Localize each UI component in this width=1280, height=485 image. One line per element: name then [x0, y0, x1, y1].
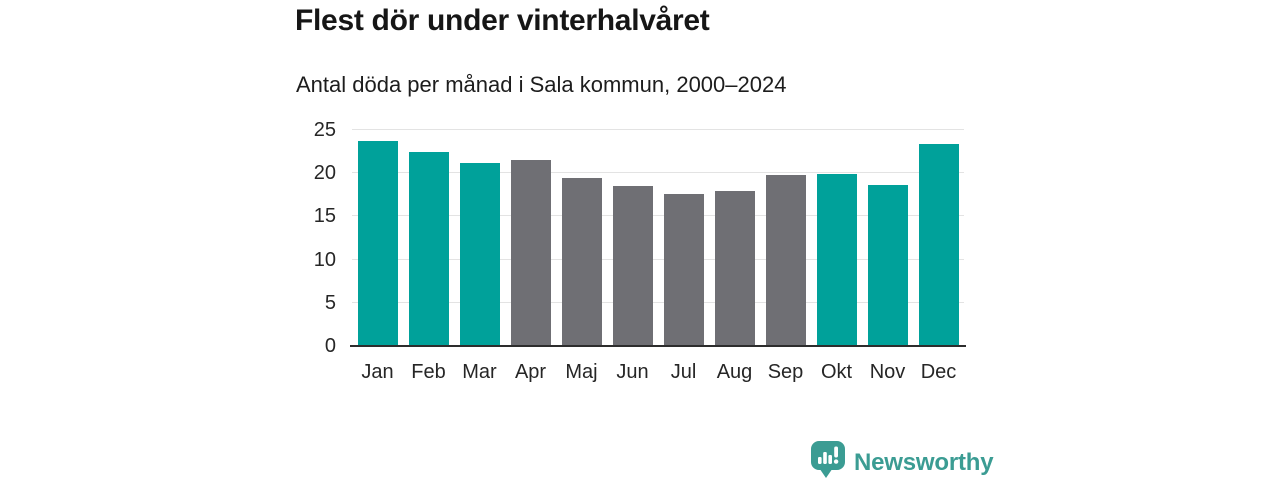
newsworthy-bubble-chart-icon — [810, 440, 847, 485]
x-tick-label-jun: Jun — [616, 361, 649, 383]
y-tick-label-15: 15 — [313, 205, 336, 228]
x-axis: Jan Feb Mar Apr Maj Jun Jul Aug Sep Okt Nov Dec — [352, 358, 964, 386]
bar-jan — [357, 141, 398, 346]
bar-sep — [765, 174, 806, 346]
bar-band-jul — [658, 130, 709, 346]
gridline-5 — [352, 301, 964, 303]
x-tick-label-aug: Aug — [716, 361, 753, 383]
chart-title: Flest dör under vinterhalvåret — [295, 4, 710, 37]
bar-band-nov — [862, 130, 913, 346]
x-tick-label-jan: Jan — [361, 361, 394, 383]
x-tick-label-sep: Sep — [767, 361, 804, 383]
bar-band-mar — [454, 130, 505, 346]
x-tick-label-dec: Dec — [920, 361, 957, 383]
bar-aug — [714, 191, 755, 346]
x-axis-line — [350, 345, 966, 347]
y-tick-label-10: 10 — [313, 248, 336, 271]
plot-area — [352, 129, 964, 346]
y-tick-label-25: 25 — [313, 119, 336, 141]
x-tick-label-feb: Feb — [411, 361, 446, 383]
brand-name: Newsworthy — [854, 448, 994, 476]
x-tick-label-mar: Mar — [462, 361, 497, 383]
y-tick-label-5: 5 — [324, 291, 336, 314]
bar-band-dec — [913, 130, 964, 346]
gridline-10 — [352, 258, 964, 260]
x-tick-label-nov: Nov — [869, 361, 906, 383]
bar-jun — [612, 186, 653, 346]
bars-container — [352, 130, 964, 346]
x-tick-label-maj: Maj — [565, 361, 598, 383]
bar-dec — [918, 143, 959, 346]
bar-nov — [867, 185, 908, 346]
bar-band-maj — [556, 130, 607, 346]
gridline-20 — [352, 172, 964, 174]
x-tick-label-jul: Jul — [670, 361, 697, 383]
bar-mar — [459, 162, 500, 346]
bar-maj — [561, 178, 602, 346]
bar-feb — [408, 152, 449, 346]
y-tick-label-20: 20 — [313, 162, 336, 185]
gridline-25 — [352, 129, 964, 130]
bar-band-jun — [607, 130, 658, 346]
bar-band-jan — [352, 130, 403, 346]
bar-band-apr — [505, 130, 556, 346]
brand-logo: Newsworthy — [810, 440, 994, 485]
y-axis: 0 5 10 15 20 25 — [280, 120, 344, 356]
x-tick-label-okt: Okt — [820, 361, 853, 383]
chart-subtitle: Antal döda per månad i Sala kommun, 2000… — [296, 72, 787, 97]
gridline-15 — [352, 215, 964, 217]
bar-band-sep — [760, 130, 811, 346]
bar-apr — [510, 160, 551, 346]
bar-band-okt — [811, 130, 862, 346]
x-tick-label-apr: Apr — [514, 361, 547, 383]
bar-jul — [663, 193, 704, 346]
bar-band-feb — [403, 130, 454, 346]
bar-okt — [816, 174, 857, 346]
y-tick-label-0: 0 — [324, 335, 336, 357]
bar-band-aug — [709, 130, 760, 346]
speech-bubble-shape — [811, 441, 845, 478]
